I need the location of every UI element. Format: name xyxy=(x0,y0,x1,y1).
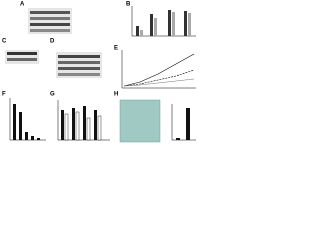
bar-chart-g xyxy=(57,100,110,141)
blot-d xyxy=(56,52,102,78)
image-h xyxy=(119,99,161,143)
bar-chart-b xyxy=(131,6,196,37)
panel-label: C xyxy=(2,39,7,45)
panel-label: B xyxy=(126,2,131,8)
bar-chart-f xyxy=(9,98,46,141)
panel-label: G xyxy=(50,92,55,98)
bar-chart-h xyxy=(171,104,196,141)
line-chart-e xyxy=(121,50,196,89)
panel-label: F xyxy=(2,92,6,98)
blot-c xyxy=(5,50,39,64)
panel-label: H xyxy=(114,92,118,98)
panel-label: D xyxy=(50,39,55,45)
figure: A B C D E F G H xyxy=(2,2,196,143)
panel-label: A xyxy=(20,2,25,8)
blot-a xyxy=(28,8,72,34)
panel-label: E xyxy=(114,46,118,52)
